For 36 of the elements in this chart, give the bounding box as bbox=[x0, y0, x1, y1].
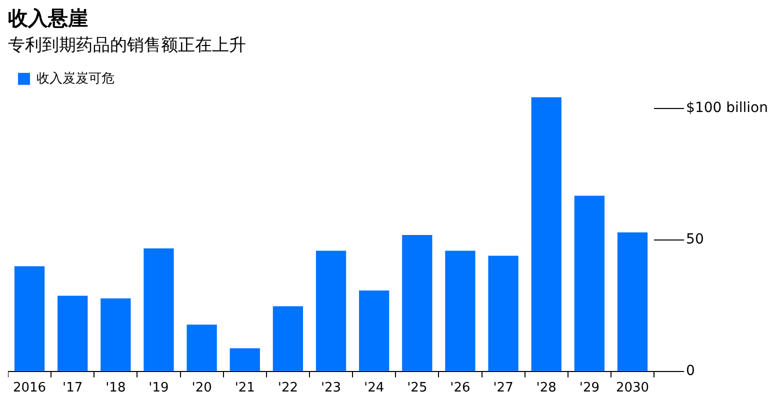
x-tick-label: '25 bbox=[407, 380, 428, 396]
bar bbox=[144, 248, 174, 371]
bar bbox=[230, 348, 260, 371]
bar bbox=[445, 250, 476, 371]
x-tick-label: '24 bbox=[364, 380, 384, 396]
x-tick-label: '22 bbox=[278, 380, 298, 396]
x-tick-label: '28 bbox=[536, 380, 556, 396]
y-tick-label: $100 billion bbox=[686, 100, 768, 116]
legend-label: 收入岌岌可危 bbox=[36, 71, 114, 86]
bar bbox=[402, 234, 432, 371]
y-tick-label: 0 bbox=[686, 363, 695, 380]
bar bbox=[531, 97, 562, 371]
bar bbox=[186, 324, 217, 371]
x-tick-label: '19 bbox=[148, 380, 169, 396]
x-tick-label: '17 bbox=[62, 380, 83, 396]
bar bbox=[359, 290, 390, 371]
x-tick-label: '21 bbox=[234, 380, 255, 396]
x-tick-label: '18 bbox=[106, 380, 126, 396]
bar bbox=[58, 296, 88, 371]
x-tick-label: '26 bbox=[450, 380, 470, 396]
x-tick-label: 2030 bbox=[616, 380, 650, 396]
x-tick-label: '29 bbox=[579, 380, 600, 396]
x-tick-label: '23 bbox=[320, 380, 342, 396]
bar bbox=[100, 298, 131, 371]
y-tick-label: 50 bbox=[686, 232, 704, 248]
chart-title: 收入悬崖 bbox=[8, 6, 88, 30]
bar bbox=[316, 250, 346, 371]
bar bbox=[617, 232, 648, 371]
bar bbox=[574, 196, 605, 371]
x-tick-label: '20 bbox=[192, 380, 212, 396]
bar bbox=[14, 266, 45, 371]
x-tick-label: '27 bbox=[493, 380, 514, 396]
chart-subtitle: 专利到期药品的销售额正在上升 bbox=[8, 36, 246, 56]
bar bbox=[488, 256, 518, 371]
x-tick-label: 2016 bbox=[12, 380, 46, 396]
bar bbox=[272, 306, 304, 371]
